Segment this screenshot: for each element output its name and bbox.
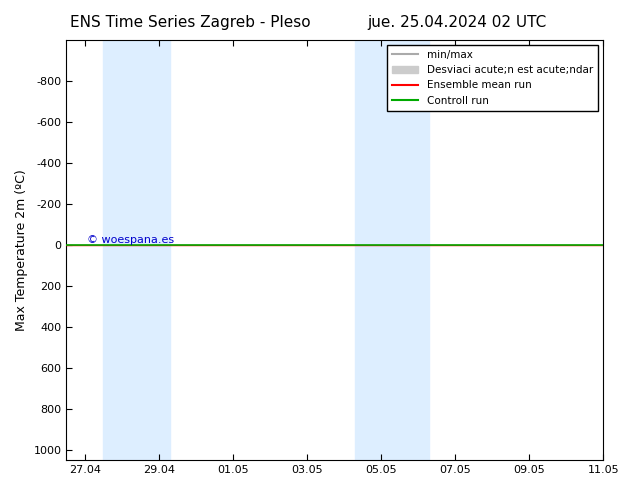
- Bar: [103, 40, 170, 460]
- Y-axis label: Max Temperature 2m (ºC): Max Temperature 2m (ºC): [15, 169, 28, 331]
- Text: jue. 25.04.2024 02 UTC: jue. 25.04.2024 02 UTC: [367, 15, 546, 30]
- Text: © woespana.es: © woespana.es: [87, 235, 174, 245]
- Bar: [355, 40, 429, 460]
- Legend: min/max, Desviaci acute;n est acute;ndar, Ensemble mean run, Controll run: min/max, Desviaci acute;n est acute;ndar…: [387, 45, 598, 111]
- Text: ENS Time Series Zagreb - Pleso: ENS Time Series Zagreb - Pleso: [70, 15, 311, 30]
